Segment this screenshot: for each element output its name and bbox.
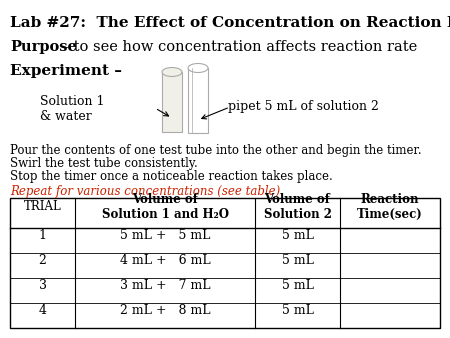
Text: 5 mL: 5 mL <box>282 279 314 292</box>
Text: – to see how concentration affects reaction rate: – to see how concentration affects react… <box>57 40 417 54</box>
Text: Purpose: Purpose <box>10 40 77 54</box>
Text: 3 mL +   7 mL: 3 mL + 7 mL <box>120 279 210 292</box>
Bar <box>162 72 182 132</box>
Text: 4 mL +   6 mL: 4 mL + 6 mL <box>120 254 210 267</box>
Text: pipet 5 mL of solution 2: pipet 5 mL of solution 2 <box>228 100 379 113</box>
Ellipse shape <box>162 68 182 76</box>
Text: Reaction
Time(sec): Reaction Time(sec) <box>357 193 423 221</box>
Text: 2: 2 <box>39 254 46 267</box>
Text: Pour the contents of one test tube into the other and begin the timer.: Pour the contents of one test tube into … <box>10 144 422 157</box>
Text: 2 mL +   8 mL: 2 mL + 8 mL <box>120 304 210 317</box>
Text: TRIAL: TRIAL <box>23 200 61 214</box>
Text: Swirl the test tube consistently.: Swirl the test tube consistently. <box>10 157 198 170</box>
Text: 5 mL: 5 mL <box>282 229 314 242</box>
Text: Lab #27:  The Effect of Concentration on Reaction Rate: Lab #27: The Effect of Concentration on … <box>10 16 450 30</box>
Text: 5 mL: 5 mL <box>282 304 314 317</box>
Text: Solution 1
& water: Solution 1 & water <box>40 95 104 123</box>
Text: 3: 3 <box>39 279 46 292</box>
Text: Volume of
Solution 1 and H₂O: Volume of Solution 1 and H₂O <box>102 193 229 221</box>
Text: Repeat for various concentrations (see table): Repeat for various concentrations (see t… <box>10 185 280 198</box>
Text: 1: 1 <box>39 229 46 242</box>
Text: Volume of
Solution 2: Volume of Solution 2 <box>264 193 332 221</box>
Text: Stop the timer once a noticeable reaction takes place.: Stop the timer once a noticeable reactio… <box>10 170 333 183</box>
Bar <box>10 198 440 328</box>
Text: 5 mL +   5 mL: 5 mL + 5 mL <box>120 229 210 242</box>
Bar <box>188 68 208 133</box>
Text: 4: 4 <box>39 304 46 317</box>
Ellipse shape <box>188 64 208 72</box>
Text: Experiment –: Experiment – <box>10 64 122 78</box>
Text: 5 mL: 5 mL <box>282 254 314 267</box>
